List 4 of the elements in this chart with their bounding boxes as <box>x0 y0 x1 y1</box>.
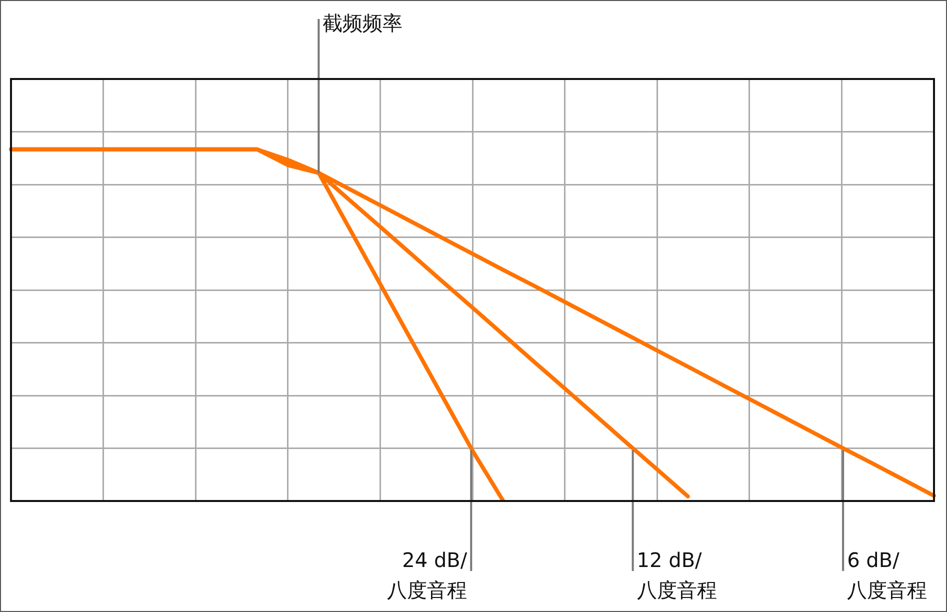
text: 24 dB/ 八度音程 <box>387 548 468 602</box>
text: 12 dB/ 八度音程 <box>636 548 717 602</box>
text: 截频频率 <box>322 11 403 36</box>
text: 6 dB/ 八度音程 <box>847 548 928 602</box>
